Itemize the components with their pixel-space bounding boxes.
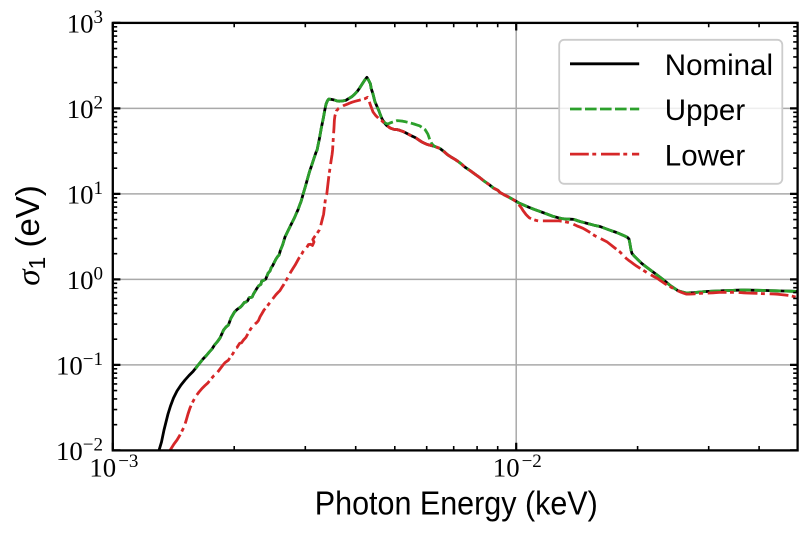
- svg-text:σ1 (eV): σ1 (eV): [9, 185, 50, 286]
- svg-text:Photon Energy (keV): Photon Energy (keV): [315, 484, 598, 521]
- svg-text:Lower: Lower: [665, 139, 746, 172]
- svg-text:Nominal: Nominal: [665, 49, 773, 82]
- svg-text:Upper: Upper: [665, 94, 746, 127]
